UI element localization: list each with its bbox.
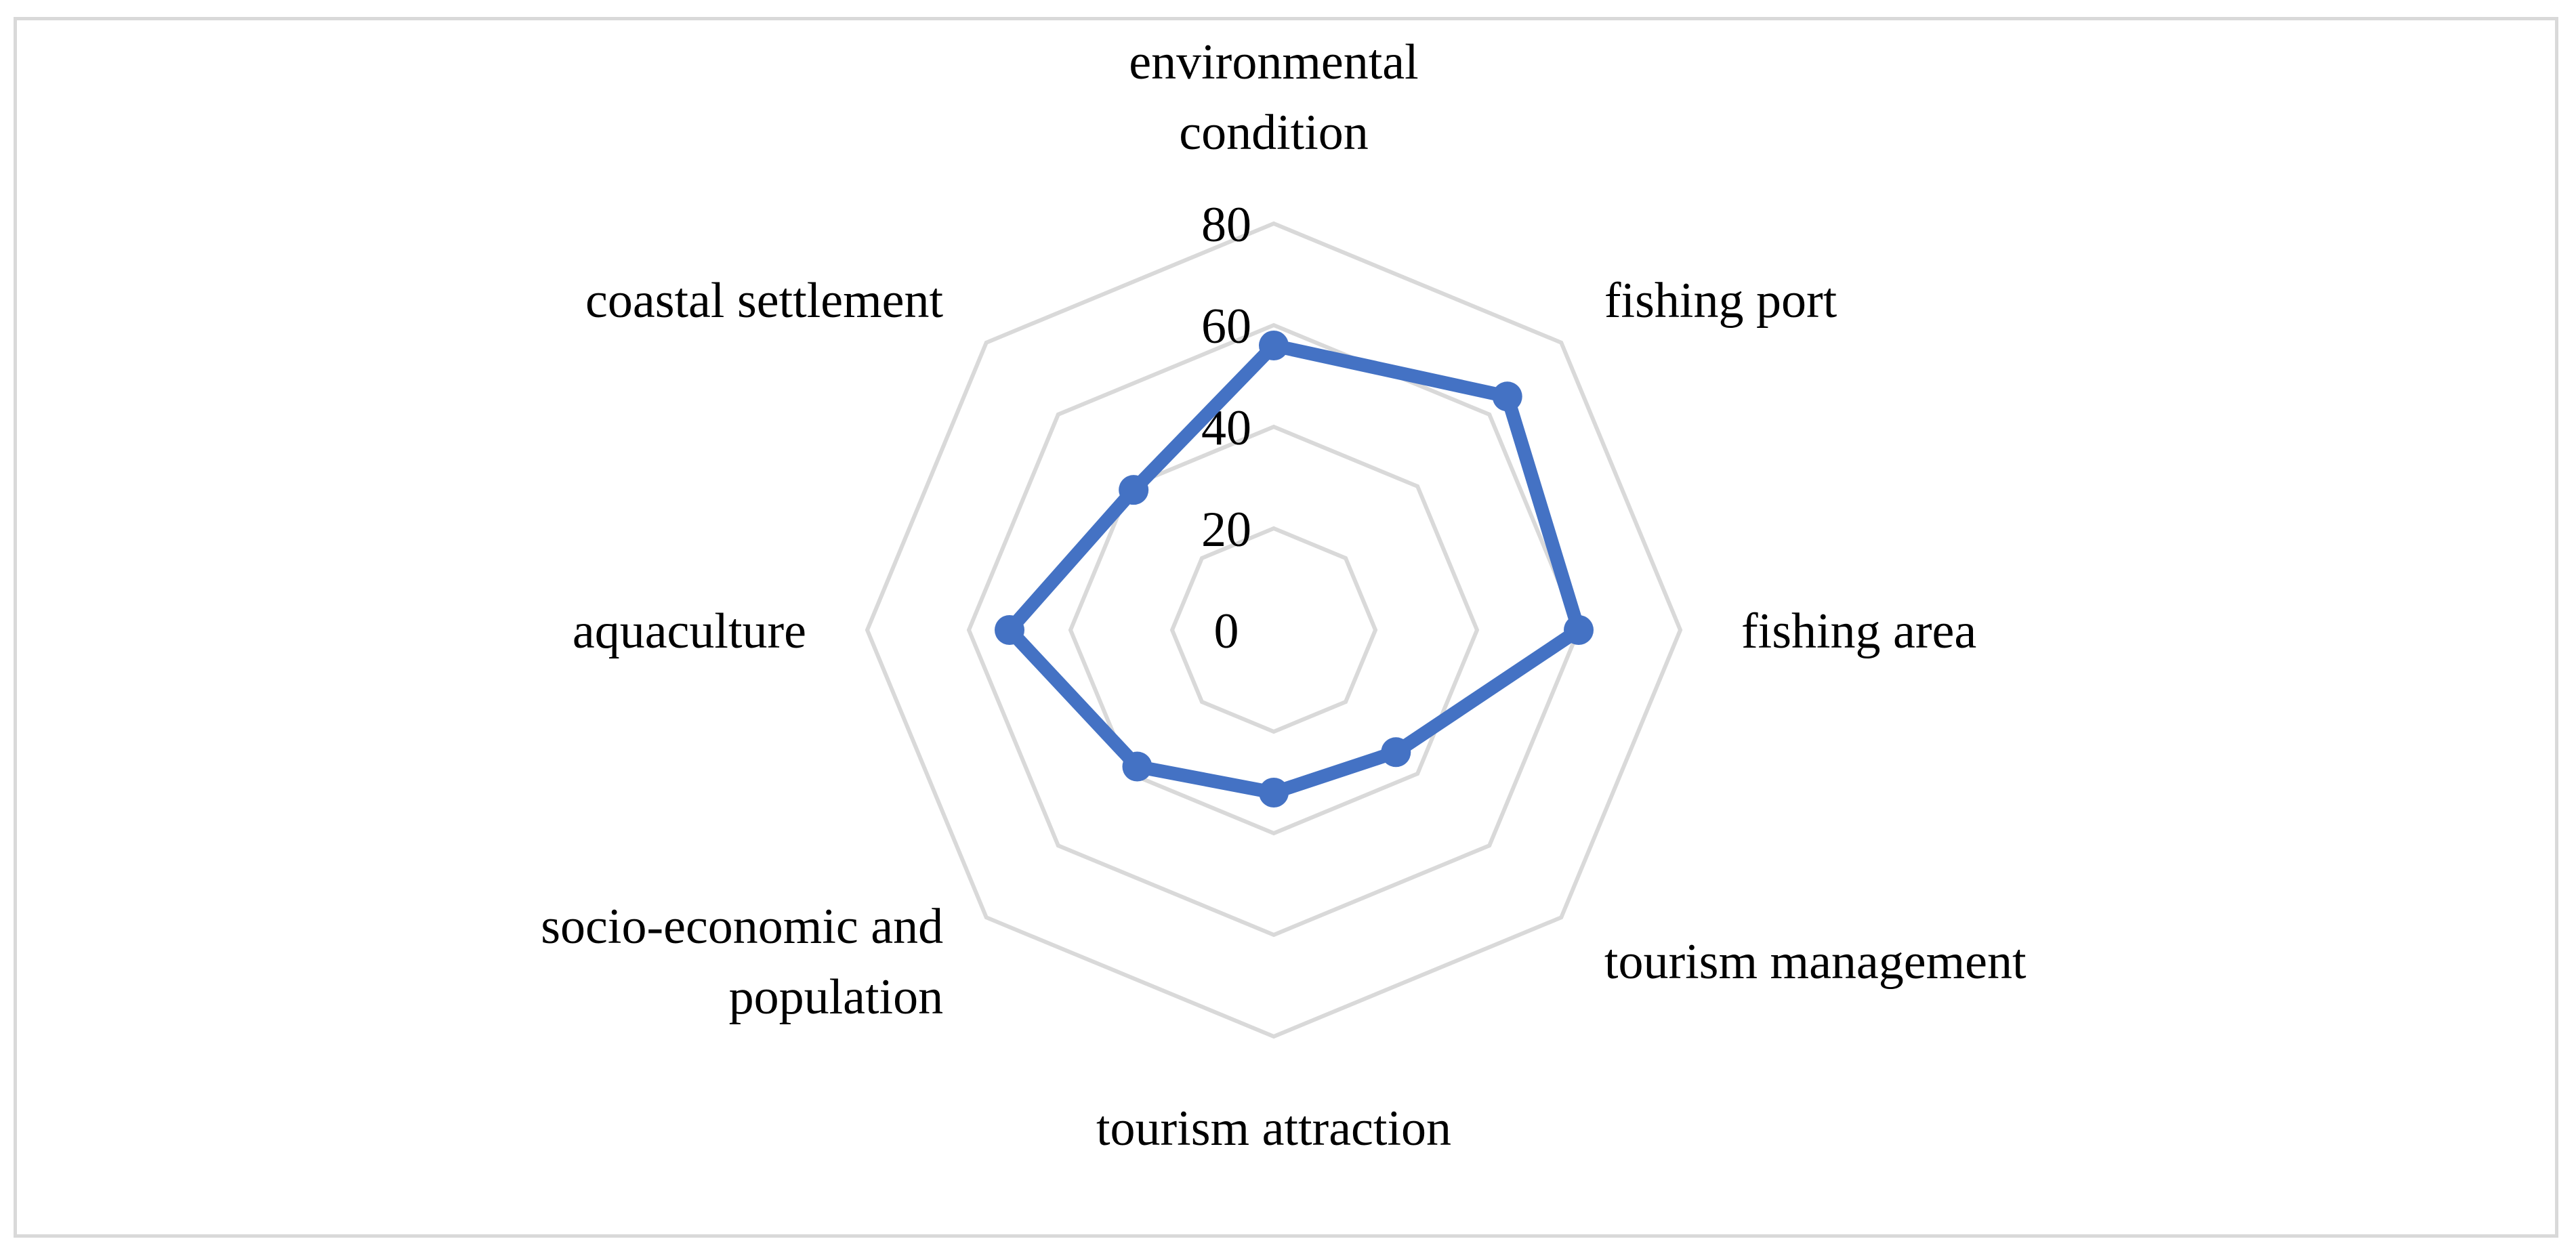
grid-ring-60: [966, 322, 1581, 938]
category-label-7: aquaculture: [573, 604, 806, 659]
data-point-8: [1119, 475, 1149, 505]
tick-label-80: 80: [1201, 197, 1251, 253]
radar-grid: [865, 221, 1683, 1039]
grid-ring-20: [1169, 526, 1378, 734]
category-label-5: tourism attraction: [1096, 1101, 1451, 1156]
category-label-1: environmental condition: [1129, 35, 1418, 161]
data-point-2: [1492, 381, 1522, 412]
data-series: [995, 331, 1594, 808]
category-label-6: socio-economic and population: [541, 899, 943, 1025]
data-point-7: [995, 615, 1024, 645]
category-label-8: coastal settlement: [585, 273, 944, 329]
category-labels: environmental condition fishing port fishin…: [541, 35, 2027, 1156]
tick-label-20: 20: [1201, 502, 1251, 558]
data-point-5: [1259, 778, 1289, 808]
category-label-3: fishing area: [1741, 604, 1976, 659]
data-point-1: [1259, 331, 1289, 360]
category-label-4: tourism management: [1604, 934, 2027, 990]
tick-label-0: 0: [1214, 604, 1239, 659]
category-label-2: fishing port: [1604, 273, 1837, 329]
data-point-4: [1381, 737, 1411, 768]
grid-ring-80: [865, 221, 1683, 1039]
data-point-6: [1122, 751, 1152, 782]
chart-frame: 0 20 40 60 80 environmental condition fishing …: [14, 17, 2558, 1238]
tick-label-60: 60: [1201, 299, 1251, 354]
data-point-3: [1564, 615, 1594, 645]
grid-ring-40: [1068, 424, 1480, 836]
